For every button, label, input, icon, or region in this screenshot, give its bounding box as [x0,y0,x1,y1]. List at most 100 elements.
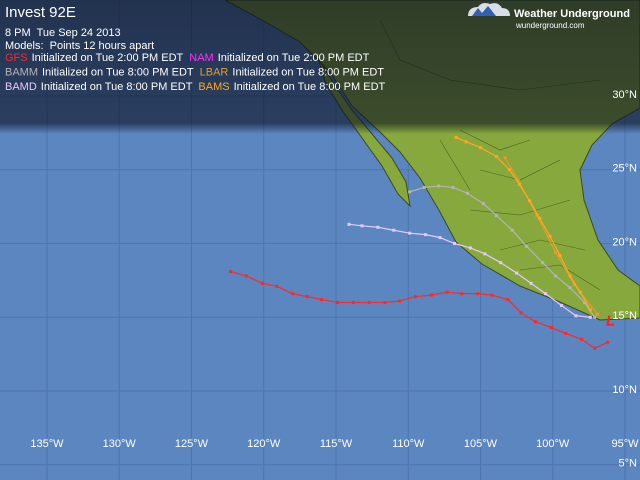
track-line [409,185,596,318]
model-name: BAMD [5,81,37,93]
track-point [408,190,412,194]
track-point [606,340,610,344]
track-point [544,292,548,296]
track-point [413,295,417,299]
track-point [490,293,494,297]
model-tracks [229,135,610,350]
logo: Weather Underground wunderground.com [468,3,630,30]
lon-label: 95°W [611,438,639,450]
track-point [383,301,387,304]
track-point [445,290,449,294]
lat-label: 5°N [619,458,638,470]
model-initialized: Initialized on Tue 8:00 PM EDT [42,66,194,78]
track-point [593,346,597,350]
track-point [596,312,600,316]
track-point [244,274,248,278]
track-point [229,270,233,274]
model-name: LBAR [200,66,229,78]
track-point [515,271,519,275]
track-point [588,315,592,319]
lon-label: 115°W [320,438,353,450]
model-initialized: Initialized on Tue 8:00 PM EDT [234,81,386,93]
state-borders [379,19,601,291]
track-point [535,213,539,217]
logo-url: wunderground.com [515,21,585,30]
track-point [516,178,520,182]
time: 8 PM Tue Sep 24 2013 [5,27,121,39]
track-point [275,284,279,288]
storm-marker: L [606,313,615,330]
track-point [525,244,529,248]
track-point [578,290,582,294]
track-point [568,286,572,290]
legend: Invest 92E 8 PM Tue Sep 24 2013 Models: … [5,4,386,93]
track-point [506,298,510,302]
track-point [558,253,562,257]
track-point [554,250,558,254]
model-name: BAMM [5,66,38,78]
lat-label: 25°N [612,163,637,175]
track-point [494,213,498,217]
model-name: BAMS [198,81,229,93]
track-point [392,228,396,232]
track-point [510,228,514,232]
track-point [424,233,428,237]
track-point [580,337,584,341]
track-point [360,224,364,228]
track-point [464,140,468,144]
track-point [533,320,537,324]
track-point [260,281,264,285]
track-point [593,315,597,319]
lat-label: 10°N [612,384,637,396]
track-point [468,246,472,250]
track-point [422,185,426,189]
track-point [519,311,523,315]
track-point [483,252,487,256]
model-initialized: Initialized on Tue 8:00 PM EDT [41,81,193,93]
track-point [476,292,480,296]
model-name: GFS [5,52,28,64]
lon-label: 120°W [247,438,281,450]
title: Invest 92E [5,4,76,21]
logo-name: Weather Underground [514,8,630,20]
track-point [335,301,339,304]
lon-label: 100°W [536,438,570,450]
track-point [499,261,503,265]
model-initialized: Initialized on Tue 8:00 PM EDT [232,66,384,78]
track-point [564,331,568,335]
track-point [305,295,309,299]
track-point [367,301,371,304]
track-point [408,231,412,235]
track-point [507,168,511,172]
lon-label: 110°W [392,438,425,450]
lon-label: 135°W [30,438,64,450]
track-point [347,222,351,226]
night-shading [0,0,640,134]
track-point [529,281,533,285]
track-point [291,292,295,296]
track-point [583,301,587,304]
track-point [320,298,324,302]
model-name: NAM [189,52,213,64]
track-point [559,303,563,307]
lon-label: 125°W [175,438,209,450]
models-label: Models: Points 12 hours apart [5,40,154,52]
track-point [528,199,532,203]
track-point [588,308,592,312]
track-point [454,135,458,139]
track-point [429,293,433,297]
lat-label: 20°N [612,236,637,248]
track-point [460,292,464,296]
track-point [479,146,482,150]
track-point [438,236,442,240]
track-point [574,314,578,318]
track-point [549,326,553,330]
track-point [548,234,552,238]
model-initialized: Initialized on Tue 2:00 PM EDT [32,52,184,64]
lat-label: 30°N [612,89,637,101]
model-initialized: Initialized on Tue 2:00 PM EDT [218,52,370,64]
track-line [230,270,608,349]
track-point [518,183,522,186]
track-point [568,274,572,278]
